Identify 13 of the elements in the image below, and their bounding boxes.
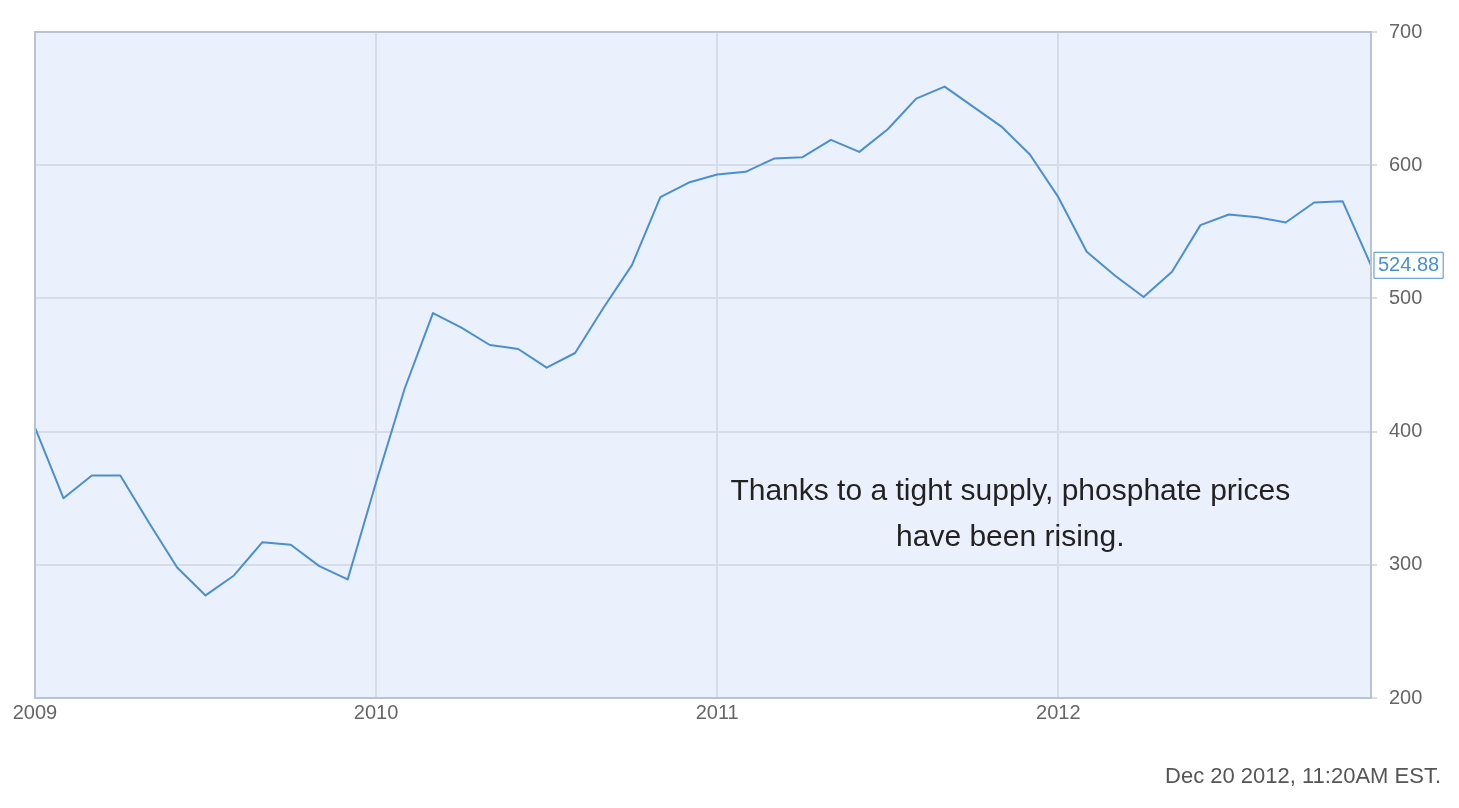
annotation: Thanks to a tight supply, phosphate prices have been rising. — [730, 472, 1291, 552]
x-tick-label: 2012 — [1036, 700, 1081, 723]
y-tick-label: 600 — [1389, 152, 1423, 175]
text: Dec 20 2012, 11:20AM EST. — [1165, 763, 1441, 789]
x-tick-label: 2009 — [12, 700, 58, 723]
y-tick-label: 400 — [1389, 419, 1423, 442]
y-tick-label: 700 — [1389, 19, 1423, 42]
y-tick-label: 200 — [1389, 685, 1423, 708]
y-tick-label: 500 — [1389, 285, 1423, 308]
x-tick-label: 2010 — [353, 700, 399, 723]
annotation: 524.88 — [1378, 252, 1440, 275]
y-tick-label: 300 — [1389, 552, 1423, 575]
x-tick-label: 2011 — [695, 700, 739, 723]
